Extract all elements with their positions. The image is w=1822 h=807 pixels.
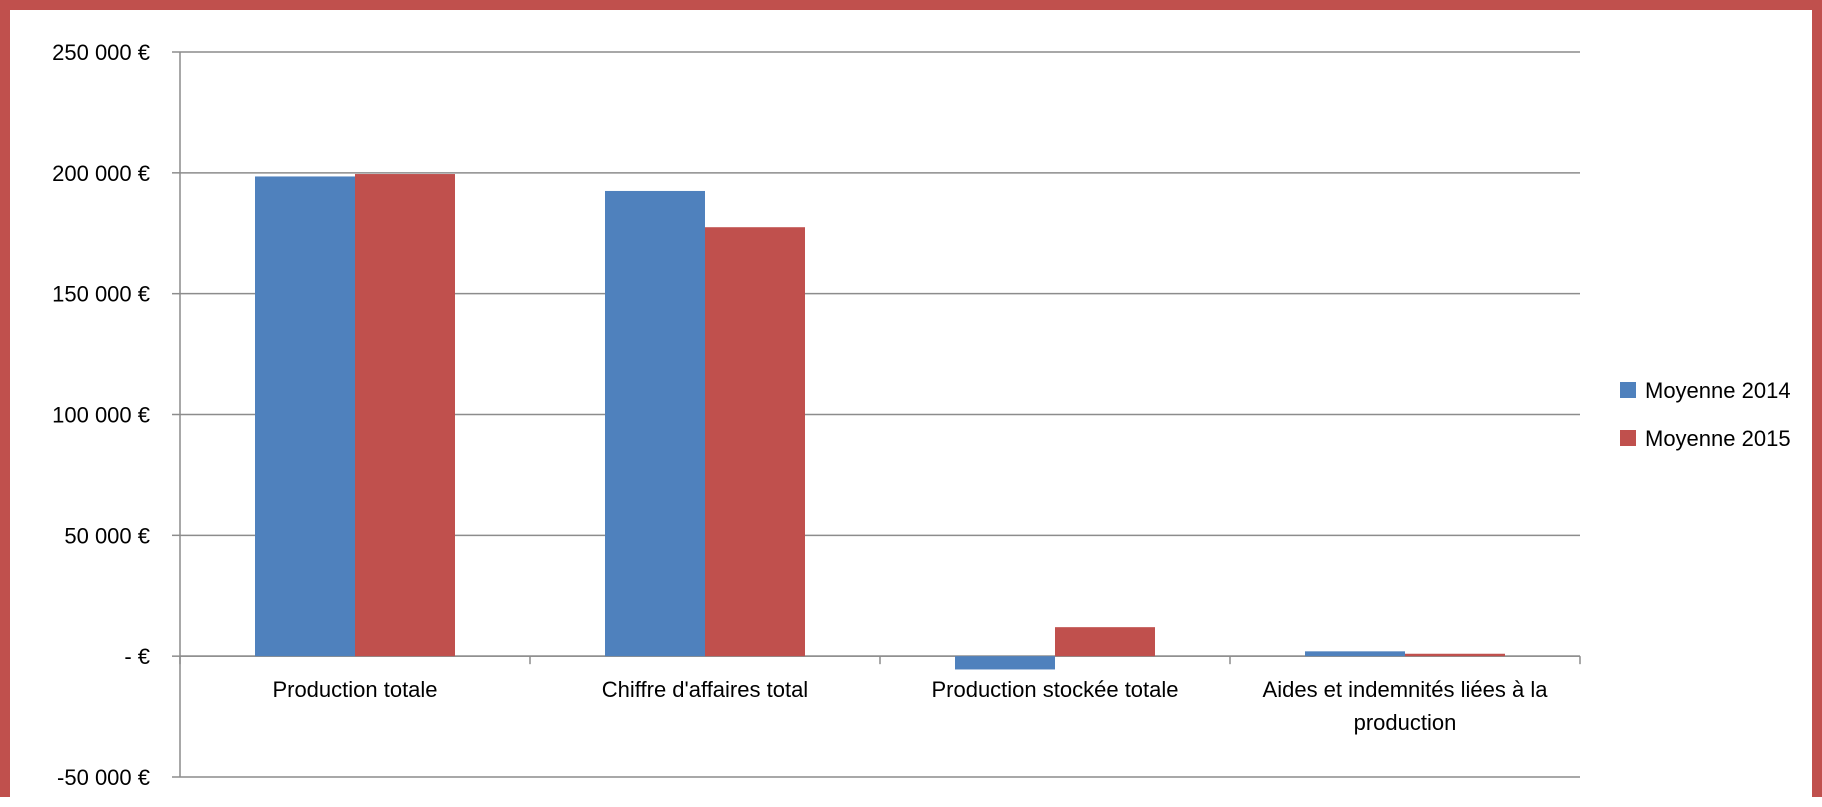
- x-tick-label: Aides et indemnités liées à la: [1263, 677, 1549, 702]
- bar-series-2: [1055, 627, 1155, 657]
- x-tick-label: Chiffre d'affaires total: [602, 677, 808, 702]
- bar-series-1: [955, 656, 1055, 670]
- legend-swatch: [1620, 430, 1636, 446]
- y-tick-label: - €: [124, 644, 150, 669]
- bar-chart: 250 000 € 200 000 € 150 000 € 100 000 € 50 0…: [52, 40, 1791, 790]
- y-tick-label: 50 000 €: [64, 523, 150, 548]
- legend-swatch: [1620, 382, 1636, 398]
- bar-series-2: [705, 227, 805, 657]
- y-tick-label: 150 000 €: [52, 282, 150, 307]
- x-tick-label: Production stockée totale: [931, 677, 1178, 702]
- y-tick-label: 100 000 €: [52, 403, 150, 428]
- y-tick-label: -50 000 €: [57, 765, 150, 790]
- bar-series-1: [255, 176, 355, 657]
- y-tick-label: 200 000 €: [52, 161, 150, 186]
- x-tick-label: Production totale: [272, 677, 437, 702]
- legend-label: Moyenne 2015: [1645, 426, 1791, 451]
- x-tick-label: production: [1354, 710, 1457, 735]
- legend-label: Moyenne 2014: [1645, 378, 1791, 403]
- bar-series-2: [1405, 653, 1505, 657]
- y-tick-label: 250 000 €: [52, 40, 150, 65]
- bar-series-1: [605, 190, 705, 657]
- bar-series-1: [1305, 651, 1405, 657]
- bar-series-2: [355, 174, 455, 657]
